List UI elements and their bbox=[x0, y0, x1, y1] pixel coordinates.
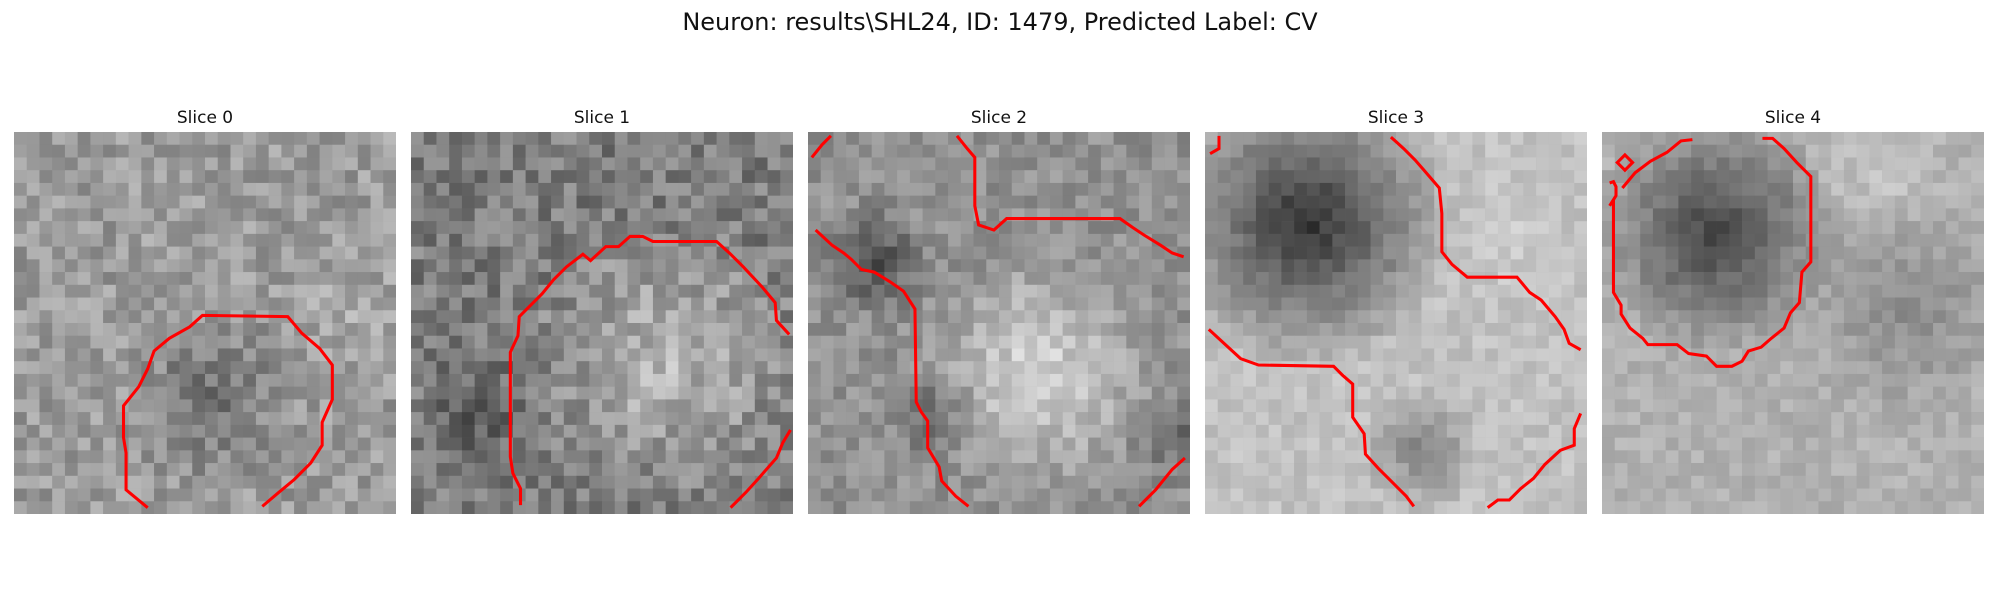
slice-title-2: Slice 2 bbox=[970, 108, 1028, 128]
figure-title: Neuron: results\SHL24, ID: 1479, Predict… bbox=[682, 8, 1318, 36]
slice-panel-4: Slice 4 bbox=[1602, 108, 1984, 514]
slice-title-3: Slice 3 bbox=[1367, 108, 1425, 128]
slice-image-0 bbox=[14, 132, 396, 514]
slice-0-canvas bbox=[14, 132, 396, 514]
slice-image-2 bbox=[808, 132, 1190, 514]
slice-1-canvas bbox=[411, 132, 793, 514]
slice-2-canvas bbox=[808, 132, 1190, 514]
slice-image-4 bbox=[1602, 132, 1984, 514]
slice-panel-0: Slice 0 bbox=[14, 108, 396, 514]
slice-4-canvas bbox=[1602, 132, 1984, 514]
slice-title-0: Slice 0 bbox=[176, 108, 234, 128]
slice-title-4: Slice 4 bbox=[1764, 108, 1822, 128]
slice-image-1 bbox=[411, 132, 793, 514]
slice-3-canvas bbox=[1205, 132, 1587, 514]
slice-title-1: Slice 1 bbox=[573, 108, 631, 128]
slice-image-3 bbox=[1205, 132, 1587, 514]
slice-panel-1: Slice 1 bbox=[411, 108, 793, 514]
slice-panel-2: Slice 2 bbox=[808, 108, 1190, 514]
slice-panel-3: Slice 3 bbox=[1205, 108, 1587, 514]
